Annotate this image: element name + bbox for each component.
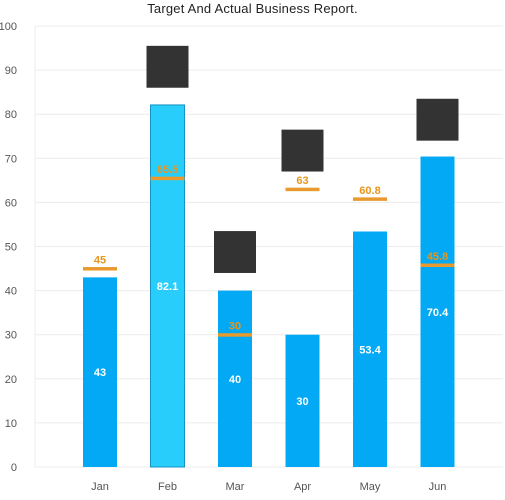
dark-marker-box — [147, 46, 189, 88]
y-tick-label: 20 — [5, 374, 17, 386]
target-line — [286, 188, 320, 192]
target-value-label: 65.5 — [157, 164, 178, 176]
target-line — [218, 333, 252, 337]
target-value-label: 45.8 — [427, 251, 448, 263]
target-line — [151, 177, 185, 181]
y-tick-label: 40 — [5, 286, 17, 298]
target-markers: 45 65.5 30 63 60.8 45.8 — [83, 164, 455, 337]
y-tick-label: 30 — [5, 330, 17, 342]
y-tick-label: 90 — [5, 65, 17, 77]
x-tick-label: Feb — [158, 481, 177, 493]
target-value-label: 30 — [229, 321, 241, 333]
x-tick-label: May — [360, 481, 381, 493]
target-line — [421, 264, 455, 268]
bar-value-label: 43 — [94, 367, 106, 379]
target-line — [83, 267, 117, 271]
x-tick-label: Mar — [226, 481, 245, 493]
bar-value-label: 70.4 — [427, 307, 449, 319]
y-tick-label: 10 — [5, 418, 17, 430]
y-tick-label: 50 — [5, 242, 17, 254]
bars: 43 82.1 40 30 53.4 70.4 — [83, 105, 455, 467]
bar-value-label: 82.1 — [157, 281, 178, 293]
y-tick-label: 70 — [5, 153, 17, 165]
y-tick-label: 80 — [5, 109, 17, 121]
x-tick-label: Apr — [294, 481, 311, 493]
y-tick-label: 100 — [0, 21, 17, 33]
x-tick-label: Jun — [429, 481, 447, 493]
target-line — [353, 197, 387, 201]
y-tick-label: 60 — [5, 197, 17, 209]
dark-marker-box — [214, 231, 256, 273]
bar-value-label: 40 — [229, 374, 241, 386]
y-tick-label: 0 — [11, 462, 17, 474]
dark-markers — [147, 46, 459, 273]
y-axis-tick-labels: 0 10 20 30 40 50 60 70 80 90 100 — [0, 21, 17, 474]
dark-marker-box — [282, 130, 324, 172]
bar-value-label: 30 — [296, 396, 308, 408]
x-tick-label: Jan — [91, 481, 109, 493]
x-axis-tick-labels: Jan Feb Mar Apr May Jun — [91, 481, 446, 493]
dark-marker-box — [417, 99, 459, 141]
target-value-label: 63 — [296, 175, 308, 187]
target-value-label: 45 — [94, 255, 106, 267]
bar-value-label: 53.4 — [359, 344, 381, 356]
target-value-label: 60.8 — [359, 185, 380, 197]
